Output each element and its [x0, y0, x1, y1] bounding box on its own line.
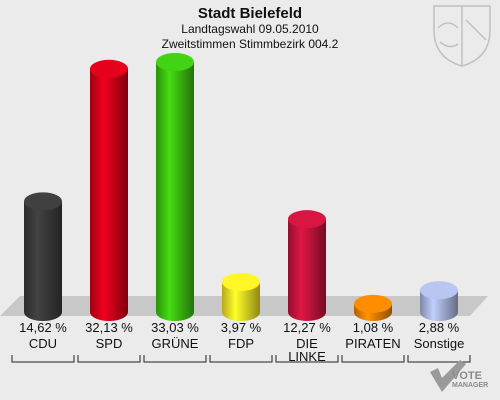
- value-label: 1,08 %: [352, 320, 394, 335]
- value-label: 12,27 %: [283, 320, 331, 335]
- vote-check-icon: [430, 360, 466, 392]
- brand-line-2: MANAGER: [452, 382, 489, 389]
- category-bracket-6: [407, 355, 471, 363]
- bar-die-linke: [288, 219, 326, 321]
- category-bracket-0: [11, 355, 75, 363]
- bar-top-1: [90, 59, 128, 78]
- value-label: 2,88 %: [418, 320, 460, 335]
- category-label: CDU: [28, 336, 58, 351]
- category-label: DIE LINKE: [288, 336, 326, 364]
- value-label: 32,13 %: [85, 320, 133, 335]
- bar-cdu: [24, 201, 62, 321]
- bar-top-4: [288, 210, 326, 229]
- category-label: FDP: [228, 336, 254, 351]
- category-label: Sonstige: [413, 336, 465, 351]
- category-bracket-4: [275, 355, 339, 363]
- bar-spd: [90, 68, 128, 322]
- category-label: GRÜNE: [151, 336, 199, 351]
- bar-top-0: [24, 192, 62, 211]
- bar-gr-ne: [156, 62, 194, 321]
- bar-top-3: [222, 272, 260, 291]
- category-bracket-2: [143, 355, 207, 363]
- brand-line-1: VOTE: [452, 370, 482, 382]
- bar-top-5: [354, 294, 392, 313]
- bar-top-6: [420, 281, 458, 300]
- bar-fdp: [222, 281, 260, 321]
- category-label: PIRATEN: [345, 336, 401, 351]
- value-label: 33,03 %: [151, 320, 199, 335]
- category-bracket-1: [77, 355, 141, 363]
- nrw-coat-of-arms-icon: [433, 5, 491, 67]
- category-label: SPD: [95, 336, 123, 351]
- vote-manager-logo: VOTE MANAGER: [452, 371, 488, 391]
- category-bracket-5: [341, 355, 405, 363]
- category-bracket-3: [209, 355, 273, 363]
- value-label: 3,97 %: [220, 320, 262, 335]
- chart-subtitle-election: Landtagswahl 09.05.2010: [181, 22, 319, 36]
- chart-subtitle-district: Zweitstimmen Stimmbezirk 004.2: [161, 37, 339, 51]
- value-label: 14,62 %: [19, 320, 67, 335]
- chart-title: Stadt Bielefeld: [197, 5, 303, 22]
- bar-top-2: [156, 53, 194, 71]
